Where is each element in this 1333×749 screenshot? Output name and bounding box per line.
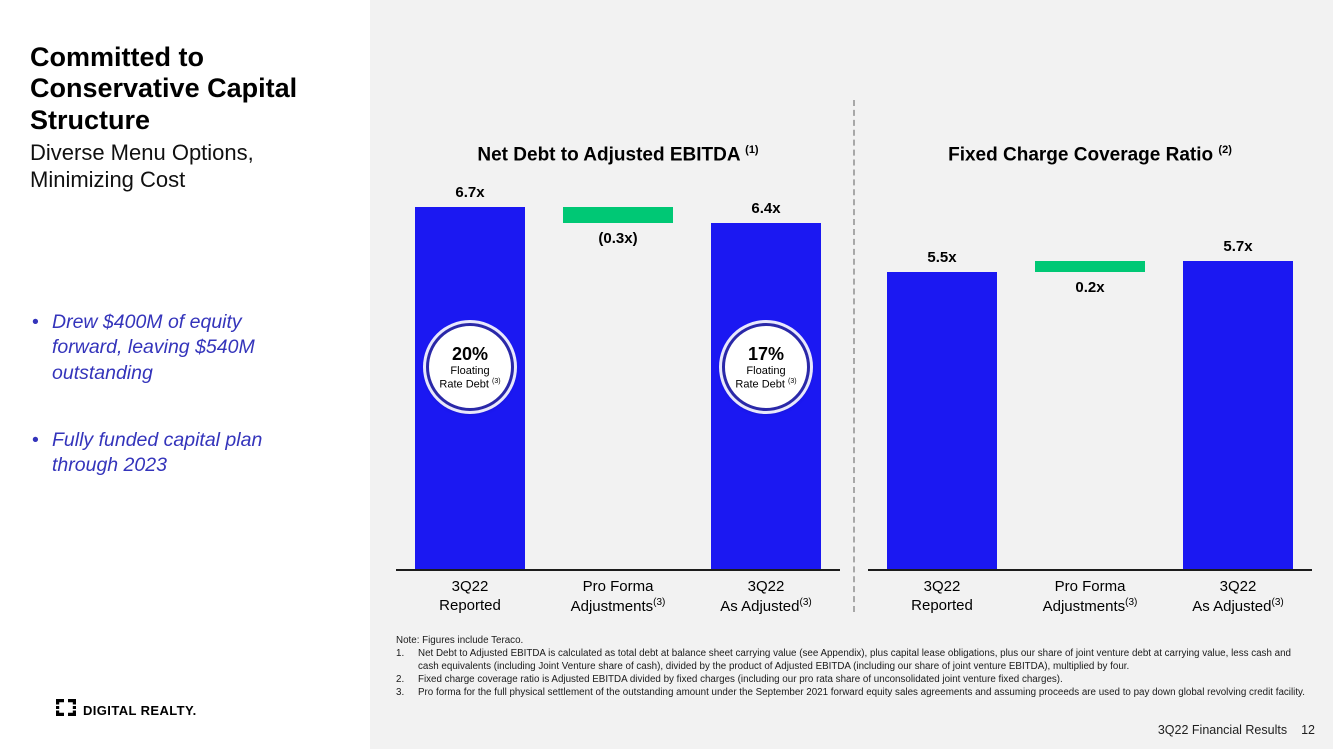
title-superscript: (2) (1218, 144, 1232, 156)
footnote: 1. Net Debt to Adjusted EBITDA is calcul… (396, 648, 1313, 674)
page-number: 12 (1301, 723, 1315, 737)
chart-title-text: Fixed Charge Coverage Ratio (948, 144, 1214, 166)
chart-title: Net Debt to Adjusted EBITDA (1) (396, 144, 840, 166)
floating-rate-debt-badge: 20% Floating Rate Debt (3) (426, 323, 514, 412)
adjustment-bar (1035, 261, 1145, 273)
charts-panel: Net Debt to Adjusted EBITDA (1) 6.7x 20% F… (370, 0, 1333, 749)
brackets-logo-icon (56, 699, 76, 721)
bar-column: 0.2x (1016, 190, 1164, 569)
adjustment-bar (563, 207, 673, 224)
bar-column: 5.5x (868, 190, 1016, 570)
category-axis: 3Q22 Reported Pro Forma Adjustments(3) 3Q22 A… (396, 578, 840, 617)
bullet-item: Drew $400M of equity forward, leaving $5… (30, 310, 298, 386)
plot-area: 6.7x 20% Floating Rate Debt (3) (0.3x) 6.4x 17… (396, 184, 840, 572)
category-label: Pro Forma Adjustments(3) (1042, 578, 1138, 616)
deck-title: 3Q22 Financial Results (1157, 723, 1288, 737)
bar-value-label: 0.2x (1075, 279, 1105, 297)
digital-realty-logo: DIGITAL REALTY. (56, 699, 197, 721)
chart-net-debt-to-adjusted-ebitda: Net Debt to Adjusted EBITDA (1) 6.7x 20% F… (396, 144, 840, 617)
bullet-item: Fully funded capital plan through 2023 (30, 428, 298, 479)
bar-column: 5.7x (1164, 190, 1312, 570)
category-axis: 3Q22 Reported Pro Forma Adjustments(3) 3Q22 A… (868, 578, 1312, 617)
bar-value-label: (0.3x) (598, 230, 638, 248)
vertical-divider (853, 100, 855, 612)
bar-column: 6.4x 17% Floating Rate Debt (3) (692, 190, 840, 570)
footnote-text: Net Debt to Adjusted EBITDA is calculate… (418, 647, 1291, 672)
value-bar (887, 272, 997, 570)
footnote-text: Fixed charge coverage ratio is Adjusted … (418, 673, 1063, 685)
bar-value-label: 6.4x (751, 200, 781, 218)
category-label: 3Q22 As Adjusted(3) (1192, 578, 1284, 616)
slide-title: Committed to Conservative Capital Struct… (30, 42, 298, 135)
category-label: Pro Forma Adjustments(3) (570, 578, 666, 616)
footnote-number: 1. (396, 647, 405, 659)
footnote-number: 2. (396, 673, 405, 685)
bar-value-label: 5.5x (927, 249, 957, 267)
footnote: 2. Fixed charge coverage ratio is Adjust… (396, 674, 1313, 687)
footnote-note: Note: Figures include Teraco. (396, 634, 524, 646)
bar-column: 6.7x 20% Floating Rate Debt (3) (396, 184, 544, 570)
bar-column: (0.3x) (544, 190, 692, 569)
left-panel: Committed to Conservative Capital Struct… (0, 0, 370, 749)
value-bar (1183, 261, 1293, 570)
bullet-list: Drew $400M of equity forward, leaving $5… (30, 310, 298, 479)
slide-subtitle: Diverse Menu Options, Minimizing Cost (30, 139, 254, 193)
page-label: 3Q22 Financial Results 12 (1158, 723, 1315, 737)
floating-rate-debt-badge: 17% Floating Rate Debt (3) (722, 323, 810, 412)
category-label: 3Q22 Reported (439, 578, 501, 615)
title-superscript: (1) (745, 144, 759, 156)
charts-row: Net Debt to Adjusted EBITDA (1) 6.7x 20% F… (370, 0, 1333, 617)
category-label: 3Q22 As Adjusted(3) (720, 578, 812, 616)
chart-fixed-charge-coverage-ratio: Fixed Charge Coverage Ratio (2) 5.5x 0.2x… (868, 144, 1312, 617)
category-label: 3Q22 Reported (911, 578, 973, 615)
plot-area: 5.5x 0.2x 5.7x (868, 190, 1312, 572)
logo-text: DIGITAL REALTY. (83, 702, 197, 718)
bar-value-label: 6.7x (455, 184, 485, 202)
footnotes: Note: Figures include Teraco. 1. Net Deb… (396, 635, 1313, 700)
footnote: 3. Pro forma for the full physical settl… (396, 687, 1313, 700)
bar-value-label: 5.7x (1223, 238, 1253, 256)
footnote-text: Pro forma for the full physical settleme… (418, 686, 1305, 698)
chart-title-text: Net Debt to Adjusted EBITDA (477, 144, 740, 166)
chart-title: Fixed Charge Coverage Ratio (2) (868, 144, 1312, 166)
footnote-number: 3. (396, 686, 405, 698)
